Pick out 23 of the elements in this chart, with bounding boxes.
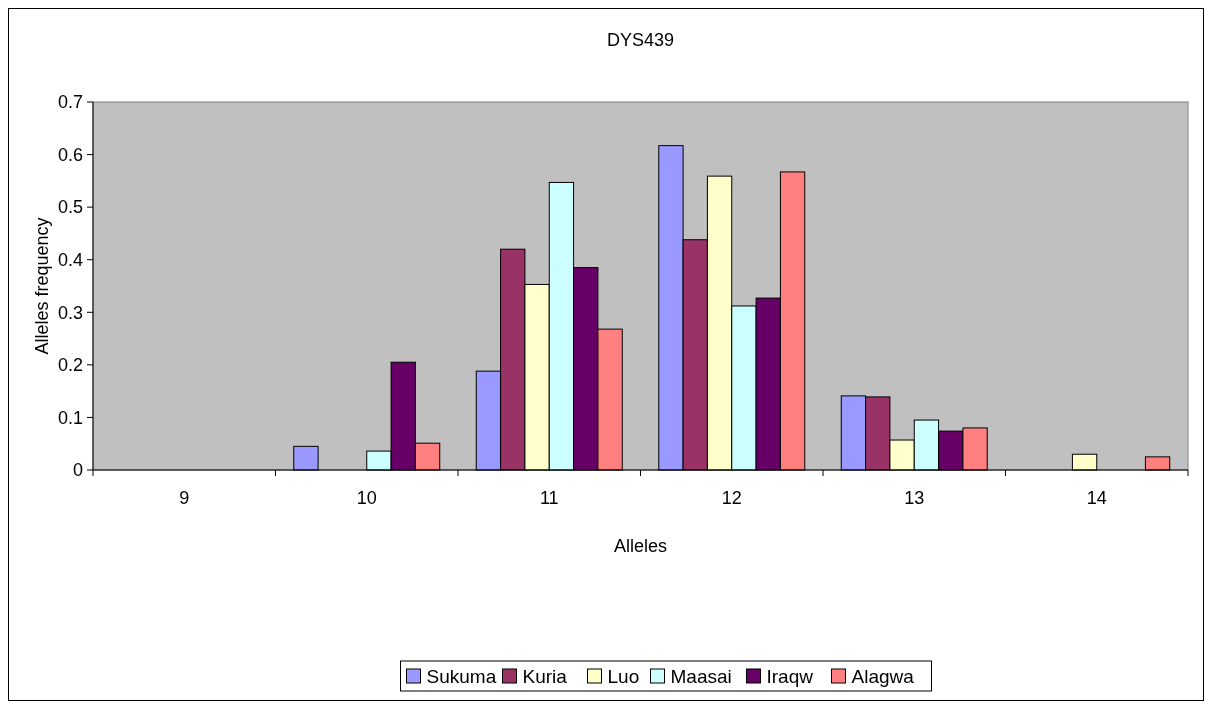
x-tick-label: 10 [356, 488, 377, 508]
x-axis-title: Alleles [613, 536, 668, 556]
x-tick-label: 9 [179, 488, 190, 508]
x-tick-label: 12 [721, 488, 742, 508]
legend-label: Sukuma [426, 666, 497, 687]
y-tick-label: 0.2 [57, 355, 83, 376]
y-tick-label: 0.5 [57, 197, 83, 218]
legend-label: Kuria [522, 666, 568, 687]
legend-label: Luo [607, 666, 640, 687]
y-tick-label: 0.3 [57, 302, 83, 323]
x-tick-label: 13 [904, 488, 925, 508]
legend-label: Maasai [670, 666, 732, 687]
y-tick-label: 0.7 [57, 92, 83, 113]
chart-title: DYS439 [606, 30, 675, 50]
y-tick-label: 0.6 [57, 144, 83, 165]
legend-label: Alagwa [851, 666, 915, 687]
x-tick-label: 14 [1086, 488, 1107, 508]
x-tick-label: 11 [539, 488, 559, 508]
y-tick-label: 0.1 [57, 407, 83, 428]
legend-label: Iraqw [766, 666, 814, 687]
y-tick-label: 0 [72, 460, 83, 481]
y-axis-title: Alleles frequency [32, 217, 52, 355]
y-tick-label: 0.4 [57, 250, 83, 271]
